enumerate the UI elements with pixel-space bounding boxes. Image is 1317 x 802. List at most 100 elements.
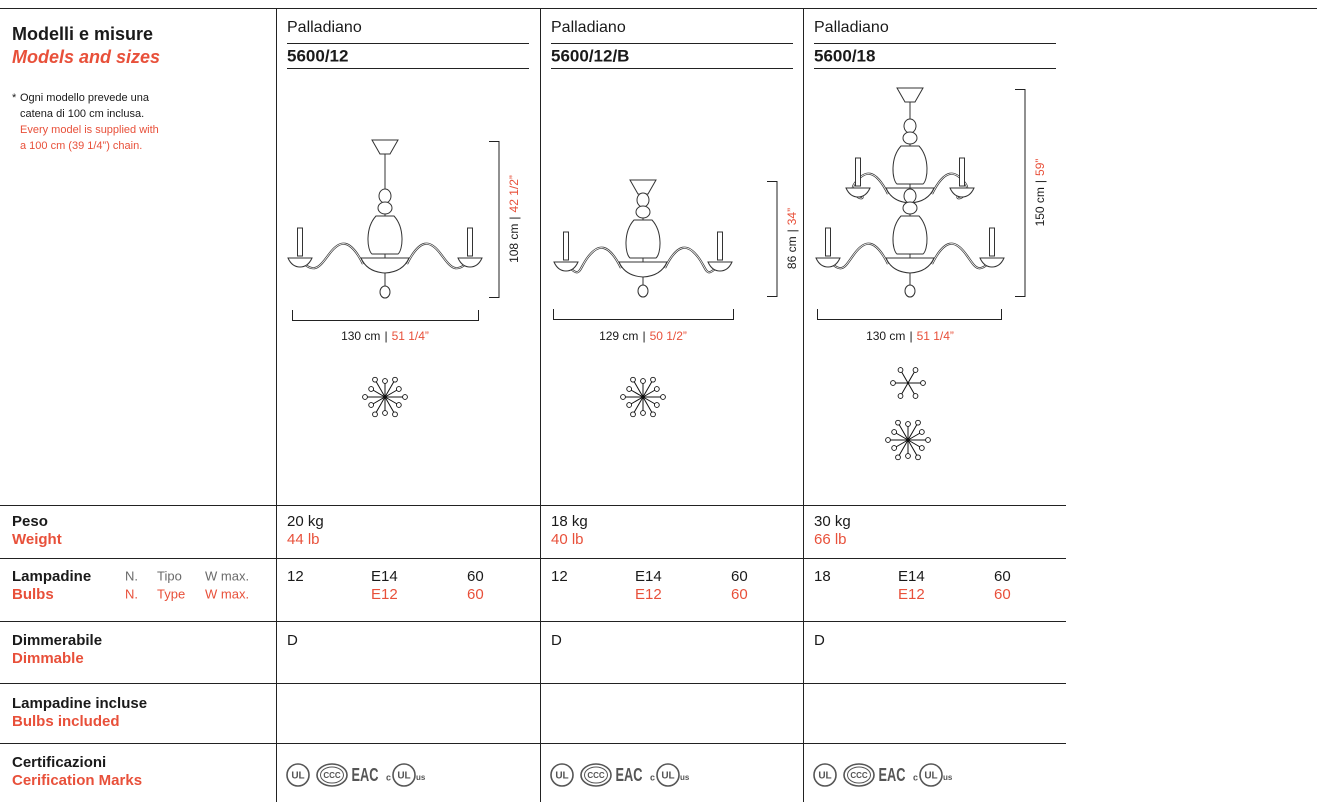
eac-mark: EAC bbox=[616, 766, 643, 786]
weight-lb: 44 lb bbox=[287, 531, 320, 548]
height-cm: 86 cm bbox=[785, 236, 799, 269]
body bbox=[625, 219, 661, 259]
bulb-type: E14 bbox=[898, 568, 925, 585]
bulb-col-label-en: N. bbox=[125, 586, 138, 601]
row-label: Certificazioni bbox=[12, 754, 106, 771]
certification-marks: UL CCC EAC c UL us bbox=[813, 763, 953, 787]
cup bbox=[815, 257, 841, 268]
light-spoke bbox=[907, 422, 919, 441]
eac-mark: EAC bbox=[879, 766, 906, 786]
light-point bbox=[382, 410, 388, 416]
height-dimension bbox=[767, 181, 778, 297]
cul-mark: UL bbox=[924, 771, 937, 782]
width-label: 130 cm | 51 1/4” bbox=[866, 329, 954, 343]
model-family: Palladiano bbox=[814, 19, 889, 36]
watt: 60 bbox=[731, 568, 748, 585]
knob bbox=[377, 201, 393, 215]
row-label: Lampadine incluse bbox=[12, 695, 147, 712]
light-point bbox=[905, 421, 911, 427]
ccc-ring bbox=[847, 766, 871, 784]
bulb-type-us: E12 bbox=[371, 586, 398, 603]
body bbox=[367, 215, 403, 255]
width-dimension bbox=[817, 309, 1002, 320]
finial bbox=[379, 285, 391, 299]
bulb-type: E14 bbox=[371, 568, 398, 585]
bulb-type-us: E12 bbox=[635, 586, 662, 603]
height-label: 150 cm | 59” bbox=[1033, 159, 1047, 227]
height-label: 86 cm | 34” bbox=[785, 208, 799, 269]
knob bbox=[903, 188, 917, 204]
light-point bbox=[915, 419, 921, 426]
ccc-ring bbox=[580, 763, 612, 787]
canopy bbox=[371, 139, 399, 155]
row-label-en: Bulbs bbox=[12, 586, 54, 603]
arm-inner bbox=[827, 243, 889, 269]
cup bbox=[949, 187, 975, 198]
ccc-ring bbox=[320, 766, 344, 784]
height-cm: 108 cm bbox=[507, 224, 521, 263]
width-in: 51 1/4” bbox=[392, 329, 429, 343]
cul-prefix: c bbox=[650, 772, 655, 782]
note-en: Every model is supplied with bbox=[20, 124, 159, 136]
cul-suffix: us bbox=[680, 773, 690, 782]
bulb-count: 12 bbox=[287, 568, 304, 585]
light-point bbox=[890, 380, 896, 386]
height-in: 59” bbox=[1033, 159, 1047, 176]
model-family: Palladiano bbox=[287, 19, 362, 36]
row-label-en: Bulbs included bbox=[12, 713, 120, 730]
model-family: Palladiano bbox=[551, 19, 626, 36]
height-in: 34” bbox=[785, 208, 799, 225]
note-en: a 100 cm (39 1/4”) chain. bbox=[20, 140, 142, 152]
light-point bbox=[905, 453, 911, 459]
width-dimension bbox=[292, 310, 479, 321]
weight-kg: 18 kg bbox=[551, 513, 588, 530]
light-point bbox=[392, 411, 398, 418]
weight-kg: 20 kg bbox=[287, 513, 324, 530]
arm-inner bbox=[299, 243, 364, 269]
light-spoke bbox=[642, 396, 654, 415]
light-point bbox=[897, 393, 904, 399]
model-code: 5600/18 bbox=[814, 46, 875, 65]
candle bbox=[563, 231, 569, 261]
cul-ring bbox=[656, 763, 680, 787]
light-point bbox=[630, 411, 636, 418]
light-point bbox=[919, 429, 925, 435]
arm-inner bbox=[406, 243, 471, 269]
arm bbox=[299, 242, 364, 270]
dimmable: D bbox=[551, 632, 562, 649]
light-spoke bbox=[897, 422, 909, 441]
bowl bbox=[885, 257, 935, 274]
cup bbox=[457, 257, 483, 268]
separator: | bbox=[384, 329, 387, 343]
bulb-col-label: Tipo bbox=[157, 568, 182, 583]
arm-inner bbox=[931, 173, 968, 199]
light-point bbox=[654, 386, 660, 392]
bulb-col-label-en: W max. bbox=[205, 586, 249, 601]
candle bbox=[467, 227, 473, 257]
light-point bbox=[650, 376, 656, 383]
light-point bbox=[630, 376, 636, 383]
height-dimension bbox=[489, 141, 500, 298]
height-in: 42 1/2” bbox=[507, 175, 521, 212]
finial bbox=[637, 284, 649, 298]
light-point bbox=[620, 394, 626, 400]
candle bbox=[717, 231, 723, 261]
light-point bbox=[654, 402, 660, 408]
arm-inner bbox=[931, 243, 993, 269]
light-point bbox=[626, 386, 632, 392]
light-point bbox=[885, 437, 891, 443]
height-dimension bbox=[1015, 89, 1026, 297]
light-spoke bbox=[374, 396, 386, 415]
light-spoke bbox=[632, 396, 644, 415]
light-spoke bbox=[632, 379, 644, 398]
candle bbox=[825, 227, 831, 257]
table-rules bbox=[0, 8, 1317, 802]
light-point bbox=[640, 410, 646, 416]
height-label: 108 cm | 42 1/2” bbox=[507, 175, 521, 263]
bowl bbox=[360, 257, 410, 274]
dimmable: D bbox=[814, 632, 825, 649]
arm bbox=[931, 242, 993, 270]
arm bbox=[827, 242, 889, 270]
cup bbox=[979, 257, 1005, 268]
width-in: 50 1/2” bbox=[650, 329, 687, 343]
